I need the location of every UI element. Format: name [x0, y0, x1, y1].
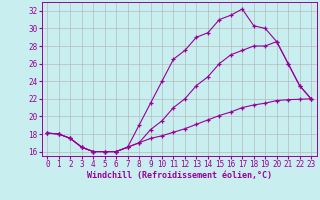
X-axis label: Windchill (Refroidissement éolien,°C): Windchill (Refroidissement éolien,°C): [87, 171, 272, 180]
